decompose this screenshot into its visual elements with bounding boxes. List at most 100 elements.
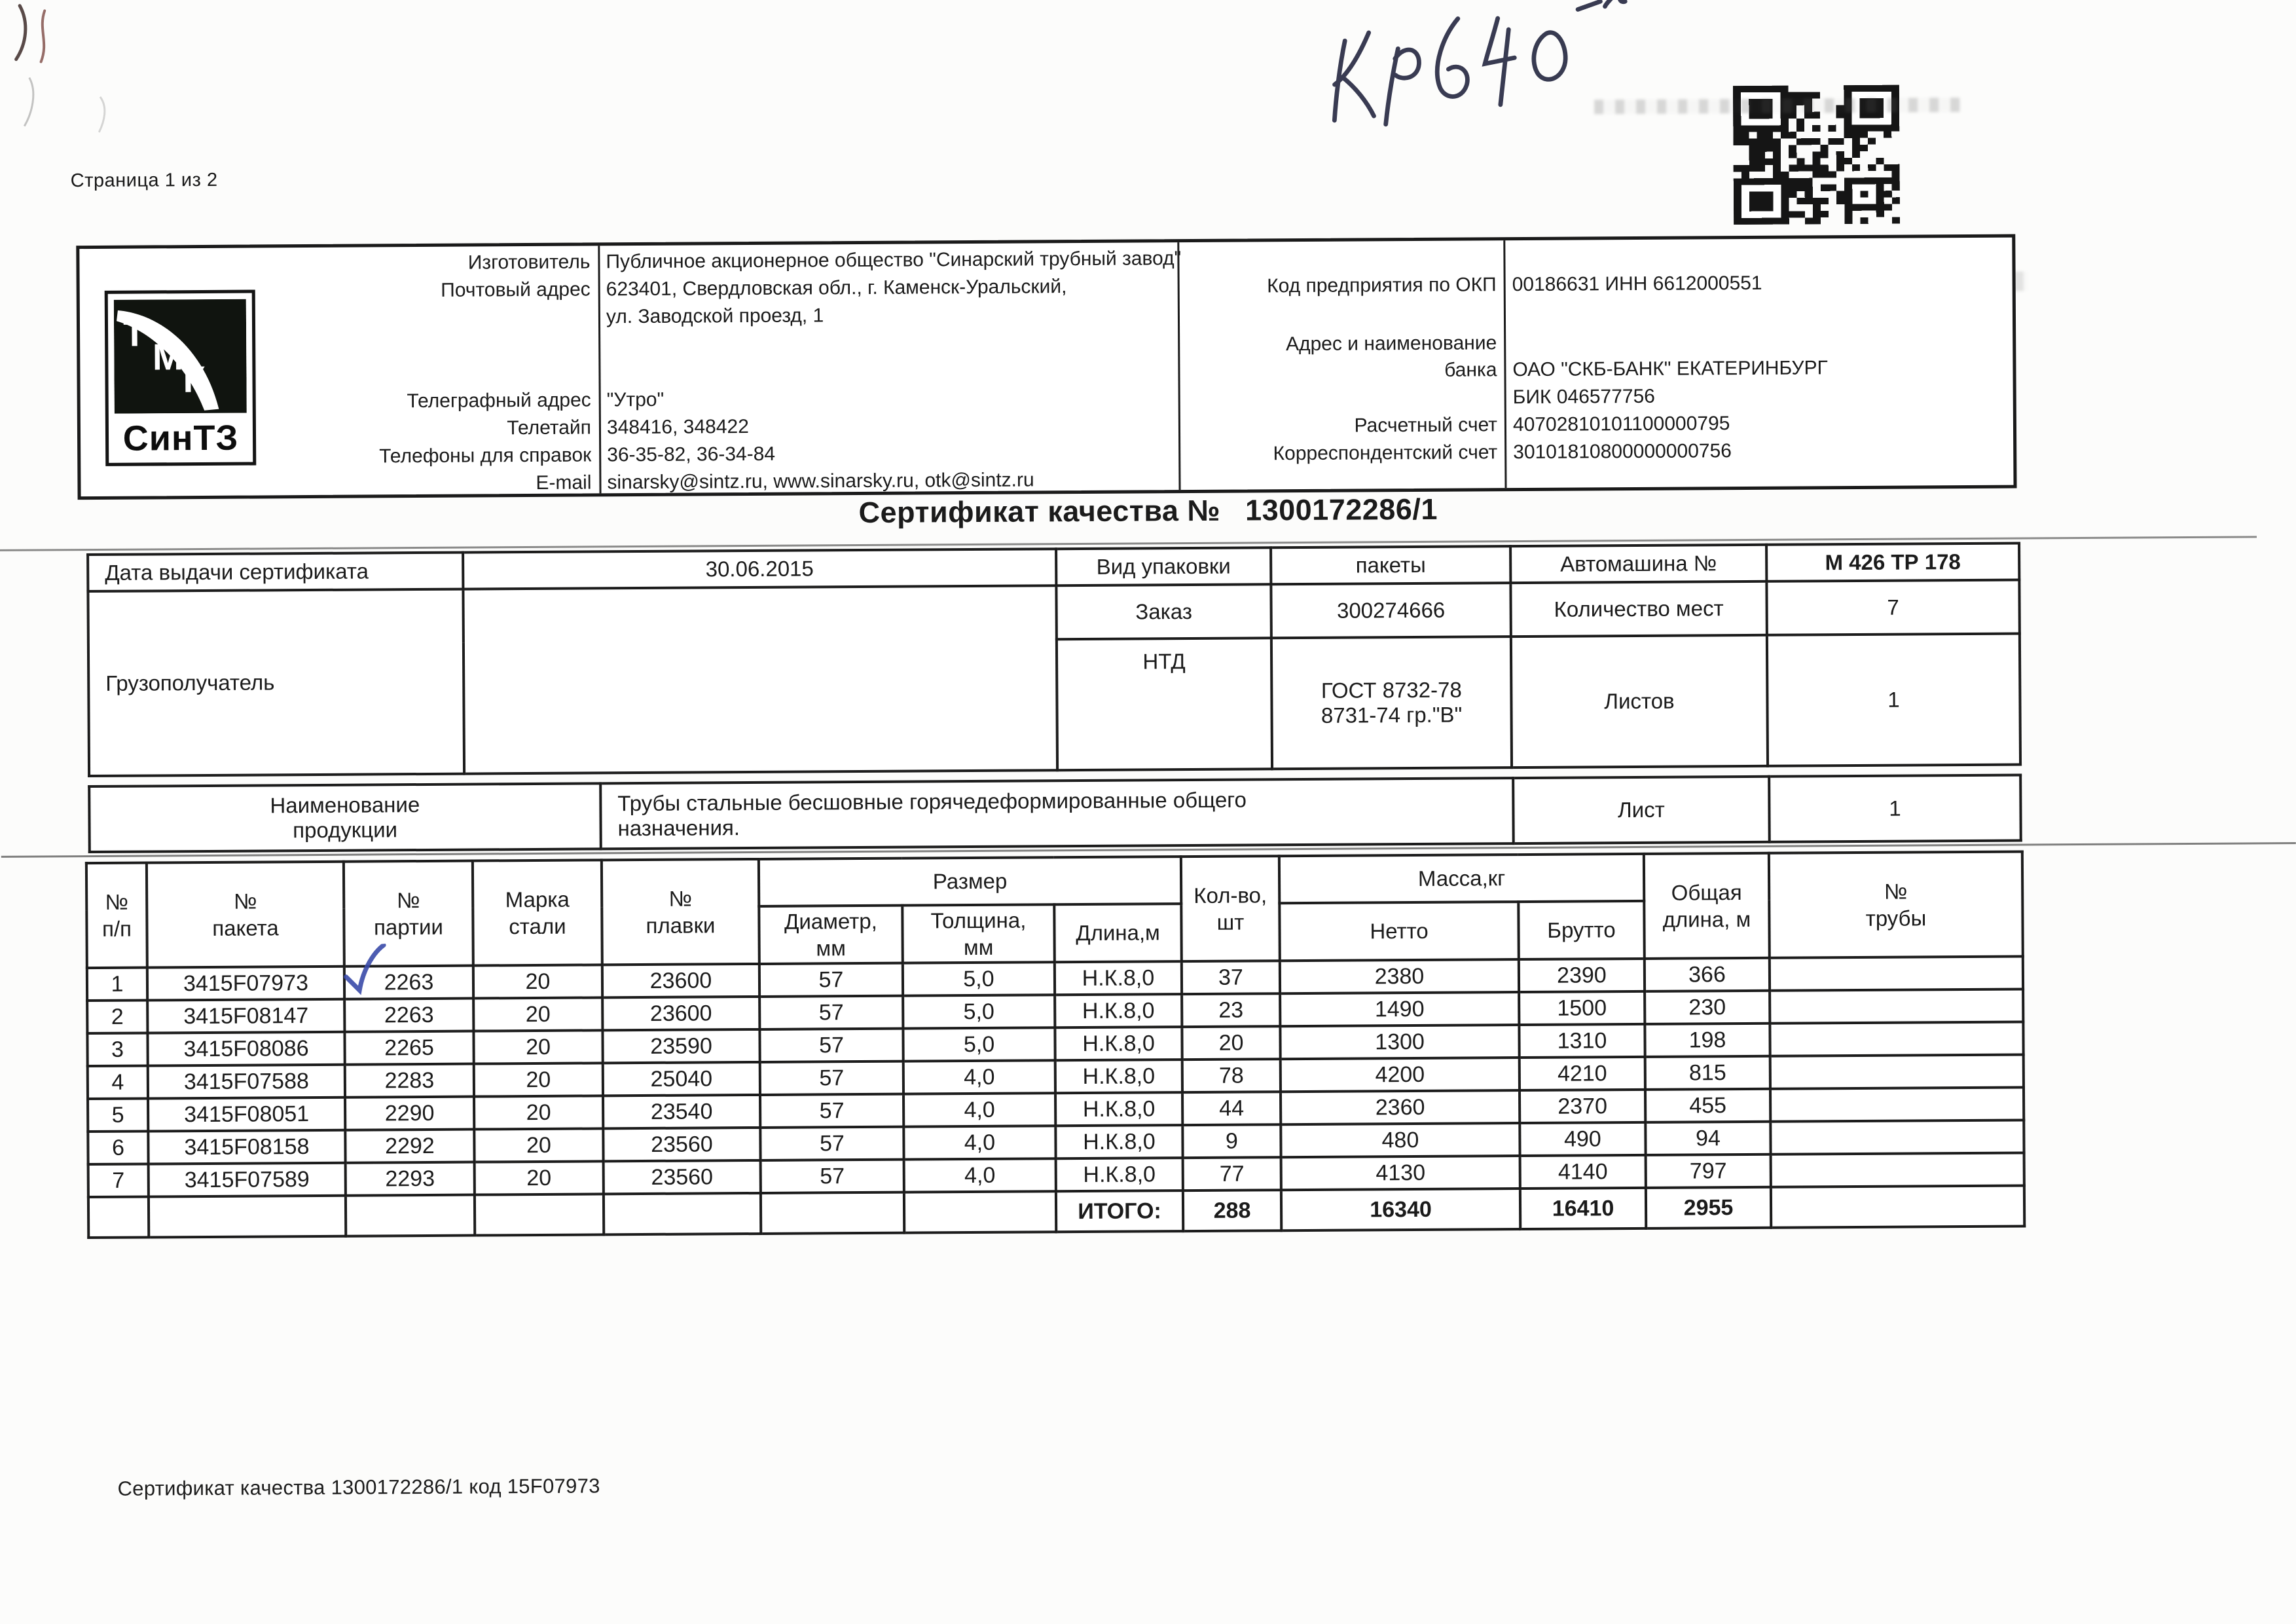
- cell: 23590: [602, 1029, 760, 1063]
- field-label: Корреспондентский счет: [1273, 441, 1498, 465]
- cell: [760, 1192, 905, 1234]
- cell: 5,0: [903, 995, 1055, 1029]
- total-label: ИТОГО:: [1055, 1190, 1184, 1232]
- certificate-title-label: Сертификат качества №: [858, 493, 1221, 530]
- header-divider: [598, 246, 602, 494]
- meta-value: 1: [1766, 633, 2021, 766]
- column-header: Брутто: [1518, 900, 1645, 960]
- cell: 480: [1281, 1123, 1520, 1158]
- cell: 23600: [602, 996, 760, 1031]
- meta-label: Вид упаковки: [1056, 547, 1271, 586]
- cell: 9: [1182, 1124, 1281, 1158]
- cell: 20: [474, 1161, 604, 1195]
- field-label: Телефоны для справок: [379, 444, 592, 468]
- cell: 57: [760, 1159, 904, 1193]
- column-header: Диаметр, мм: [759, 905, 903, 964]
- product-name-table: Наименование продукции Трубы стальные бе…: [88, 774, 2022, 854]
- cell: 1300: [1280, 1025, 1520, 1060]
- meta-label: Наименование продукции: [89, 783, 601, 853]
- meta-label: Заказ: [1056, 584, 1271, 640]
- meta-value: [463, 585, 1058, 774]
- cell: Н.К.8,0: [1055, 1158, 1183, 1192]
- header-divider: [1177, 242, 1181, 490]
- cell: 2: [87, 1000, 148, 1034]
- meta-label: Дата выдачи сертификата: [88, 552, 464, 592]
- column-header: Марка стали: [472, 860, 602, 966]
- column-header: № плавки: [601, 858, 759, 965]
- tmk-logo-art: Т М К: [113, 299, 247, 414]
- field-value: БИК 046577756: [1512, 385, 1656, 409]
- cell: 2292: [345, 1129, 475, 1163]
- field-label: [80, 305, 597, 333]
- field-value: 623401, Свердловская обл., г. Каменск-Ур…: [606, 276, 1067, 301]
- cell: [1770, 1120, 2024, 1154]
- cell: 4130: [1281, 1156, 1520, 1190]
- field-value: "Утро": [606, 388, 665, 411]
- meta-value: пакеты: [1271, 546, 1511, 585]
- cell: 94: [1645, 1121, 1771, 1155]
- meta-value: Трубы стальные бесшовные горячедеформиро…: [600, 778, 1514, 849]
- total-qty: 288: [1182, 1190, 1282, 1232]
- column-header: № трубы: [1768, 851, 2023, 958]
- cell: 57: [760, 1094, 904, 1128]
- cell: 20: [474, 1096, 604, 1130]
- field-value: ул. Заводской проезд, 1: [606, 304, 824, 328]
- column-header: Общая длина, м: [1643, 853, 1770, 959]
- qr-code: [1732, 84, 1901, 225]
- cell: 4,0: [903, 1093, 1056, 1127]
- cell: 23560: [603, 1127, 761, 1162]
- cell: 230: [1645, 990, 1770, 1024]
- cell: Н.К.8,0: [1054, 961, 1182, 995]
- cell: 4: [87, 1065, 149, 1099]
- cell: 1500: [1519, 991, 1645, 1025]
- cell: 78: [1182, 1059, 1281, 1093]
- cell: [1769, 956, 2024, 991]
- cell: [474, 1194, 604, 1236]
- cell: 3415F08147: [147, 999, 345, 1033]
- meta-label: Количество мест: [1510, 581, 1767, 637]
- cell: [1770, 1022, 2024, 1056]
- cell: [1770, 1054, 2024, 1089]
- field-label: Телеграфный адрес: [407, 389, 591, 413]
- cell: 3415F07973: [147, 966, 345, 1001]
- meta-value: ГОСТ 8732-78 8731-74 гр."В": [1271, 637, 1512, 769]
- field-label: Телетайп: [507, 416, 592, 439]
- certificate-meta-table: Дата выдачи сертификата 30.06.2015 Вид у…: [86, 542, 2022, 778]
- certificate-number: 1300172286/1: [1245, 492, 1438, 527]
- cell: 44: [1182, 1092, 1281, 1126]
- cell: 198: [1645, 1023, 1770, 1057]
- field-label: Расчетный счет: [1354, 414, 1498, 437]
- cell: [1770, 1185, 2025, 1228]
- meta-label: НТД: [1056, 638, 1273, 771]
- header-box: Т М К СинТЗ Изготовитель Публичное акцио…: [76, 234, 2017, 500]
- meta-value: М 426 ТР 178: [1766, 543, 2020, 581]
- cell: 3415F08086: [147, 1031, 345, 1066]
- cell: 2293: [345, 1162, 475, 1196]
- cell: 5,0: [903, 1027, 1055, 1061]
- handwritten-note: [1332, 0, 1628, 127]
- page-number-label: Страница 1 из 2: [70, 169, 218, 192]
- column-header: Длина,м: [1054, 904, 1182, 963]
- column-header: № пакета: [146, 861, 344, 968]
- cell: [88, 1196, 149, 1238]
- cell: Н.К.8,0: [1055, 1027, 1182, 1061]
- cell: 2390: [1518, 958, 1645, 993]
- logo-letter: Т: [123, 312, 146, 354]
- cell: 4,0: [903, 1060, 1055, 1094]
- cell: 3415F08051: [148, 1097, 346, 1132]
- cell: 23600: [602, 963, 760, 998]
- field-label: банка: [1444, 359, 1497, 381]
- cell: 4200: [1280, 1058, 1520, 1092]
- scan-smudge: [1594, 98, 1961, 115]
- cell: 797: [1645, 1154, 1771, 1188]
- cell: 23560: [603, 1160, 761, 1194]
- cell: 57: [759, 1061, 904, 1095]
- cell: 6: [88, 1131, 149, 1165]
- cell: 2263: [344, 998, 474, 1032]
- cell: Н.К.8,0: [1055, 1125, 1183, 1159]
- cell: 77: [1182, 1157, 1281, 1191]
- field-value: 30101810800000000756: [1513, 440, 1732, 464]
- cell: 455: [1645, 1088, 1771, 1122]
- field-label: Код предприятия по ОКП: [1267, 274, 1497, 297]
